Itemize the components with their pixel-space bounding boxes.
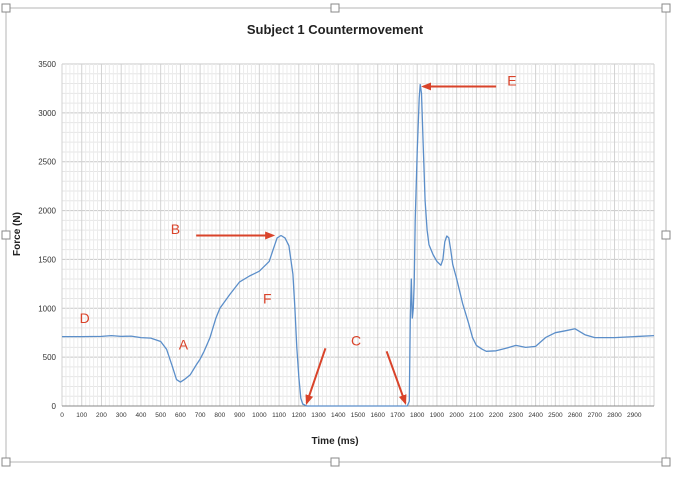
x-tick-label: 700 <box>195 412 206 419</box>
x-tick-label: 2500 <box>548 412 563 419</box>
chart-title: Subject 1 Countermovement <box>247 22 424 37</box>
x-tick-label: 800 <box>214 412 225 419</box>
y-tick-label: 1000 <box>38 304 56 313</box>
x-tick-label: 900 <box>234 412 245 419</box>
y-tick-label: 2500 <box>38 158 56 167</box>
y-axis-label: Force (N) <box>12 212 23 256</box>
x-tick-label: 2600 <box>568 412 583 419</box>
x-tick-label: 400 <box>136 412 147 419</box>
x-tick-label: 2700 <box>588 412 603 419</box>
annotation-label-a: A <box>179 336 189 352</box>
resize-handle[interactable] <box>661 230 671 240</box>
y-tick-label: 1500 <box>38 255 56 264</box>
force-series-line <box>62 83 655 407</box>
y-tick-label: 3500 <box>38 60 56 69</box>
x-tick-label: 1300 <box>311 412 326 419</box>
resize-handle[interactable] <box>661 3 671 13</box>
x-tick-label: 100 <box>76 412 87 419</box>
x-tick-label: 1700 <box>390 412 405 419</box>
x-tick-label: 1100 <box>272 412 286 419</box>
y-tick-labels: 0 500 1000 1500 2000 2500 3000 3500 <box>38 60 56 411</box>
x-tick-label: 1800 <box>410 412 425 419</box>
gridlines <box>61 63 655 407</box>
resize-handle[interactable] <box>661 457 671 467</box>
x-tick-label: 2000 <box>449 412 464 419</box>
annotation-arrow-extra <box>305 348 327 405</box>
annotations: A B C D E F <box>80 72 517 405</box>
annotation-label-c: C <box>351 332 361 348</box>
x-tick-label: 1200 <box>292 412 307 419</box>
x-tick-label: 200 <box>96 412 107 419</box>
resize-handle[interactable] <box>330 3 340 13</box>
annotation-label-b: B <box>171 221 180 237</box>
x-tick-label: 2200 <box>489 412 504 419</box>
y-tick-label: 2000 <box>38 207 56 216</box>
resize-handle[interactable] <box>1 457 11 467</box>
annotation-label-d: D <box>80 310 90 326</box>
x-tick-label: 2400 <box>528 412 543 419</box>
x-tick-label: 2900 <box>627 412 642 419</box>
x-tick-label: 2800 <box>607 412 622 419</box>
x-tick-label: 1900 <box>430 412 445 419</box>
x-tick-label: 500 <box>155 412 166 419</box>
x-tick-label: 1400 <box>331 412 346 419</box>
annotation-label-f: F <box>263 290 272 306</box>
x-tick-label: 2100 <box>469 412 484 419</box>
x-tick-label: 300 <box>116 412 127 419</box>
y-tick-label: 0 <box>52 402 57 411</box>
x-tick-labels: 0 100 200 300 400 500 600 700 800 900 1000 1100 1200… <box>60 412 642 419</box>
x-tick-label: 1500 <box>351 412 366 419</box>
x-tick-label: 600 <box>175 412 186 419</box>
selection-handles[interactable] <box>1 3 671 467</box>
x-tick-label: 2300 <box>509 412 524 419</box>
resize-handle[interactable] <box>1 230 11 240</box>
resize-handle[interactable] <box>1 3 11 13</box>
y-tick-label: 500 <box>43 353 57 362</box>
x-tick-label: 1600 <box>370 412 385 419</box>
resize-handle[interactable] <box>330 457 340 467</box>
annotation-label-e: E <box>507 72 516 88</box>
annotation-arrow-extra <box>385 350 407 405</box>
x-axis-label: Time (ms) <box>311 436 358 447</box>
x-tick-label: 0 <box>60 412 64 419</box>
x-tick-label: 1000 <box>252 412 267 419</box>
y-tick-label: 3000 <box>38 109 56 118</box>
